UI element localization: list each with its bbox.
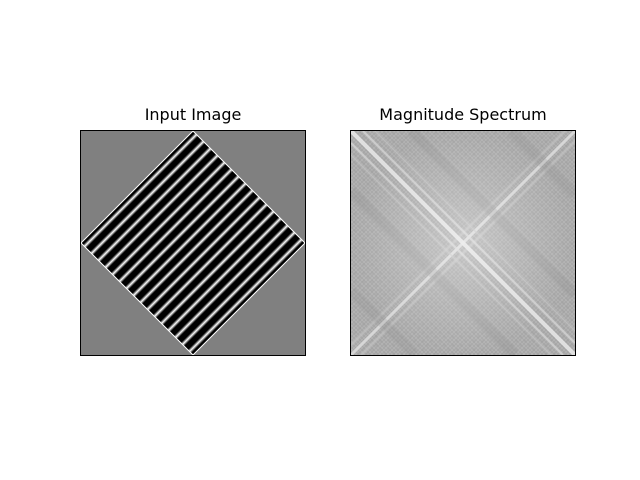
input-image-plot	[81, 131, 305, 355]
input-image-axes	[80, 130, 306, 356]
diamond-edge	[81, 131, 305, 355]
magnitude-spectrum-title: Magnitude Spectrum	[379, 105, 547, 124]
magnitude-spectrum-axes	[350, 130, 576, 356]
magnitude-spectrum-plot	[351, 131, 575, 355]
input-image-title: Input Image	[144, 105, 242, 124]
